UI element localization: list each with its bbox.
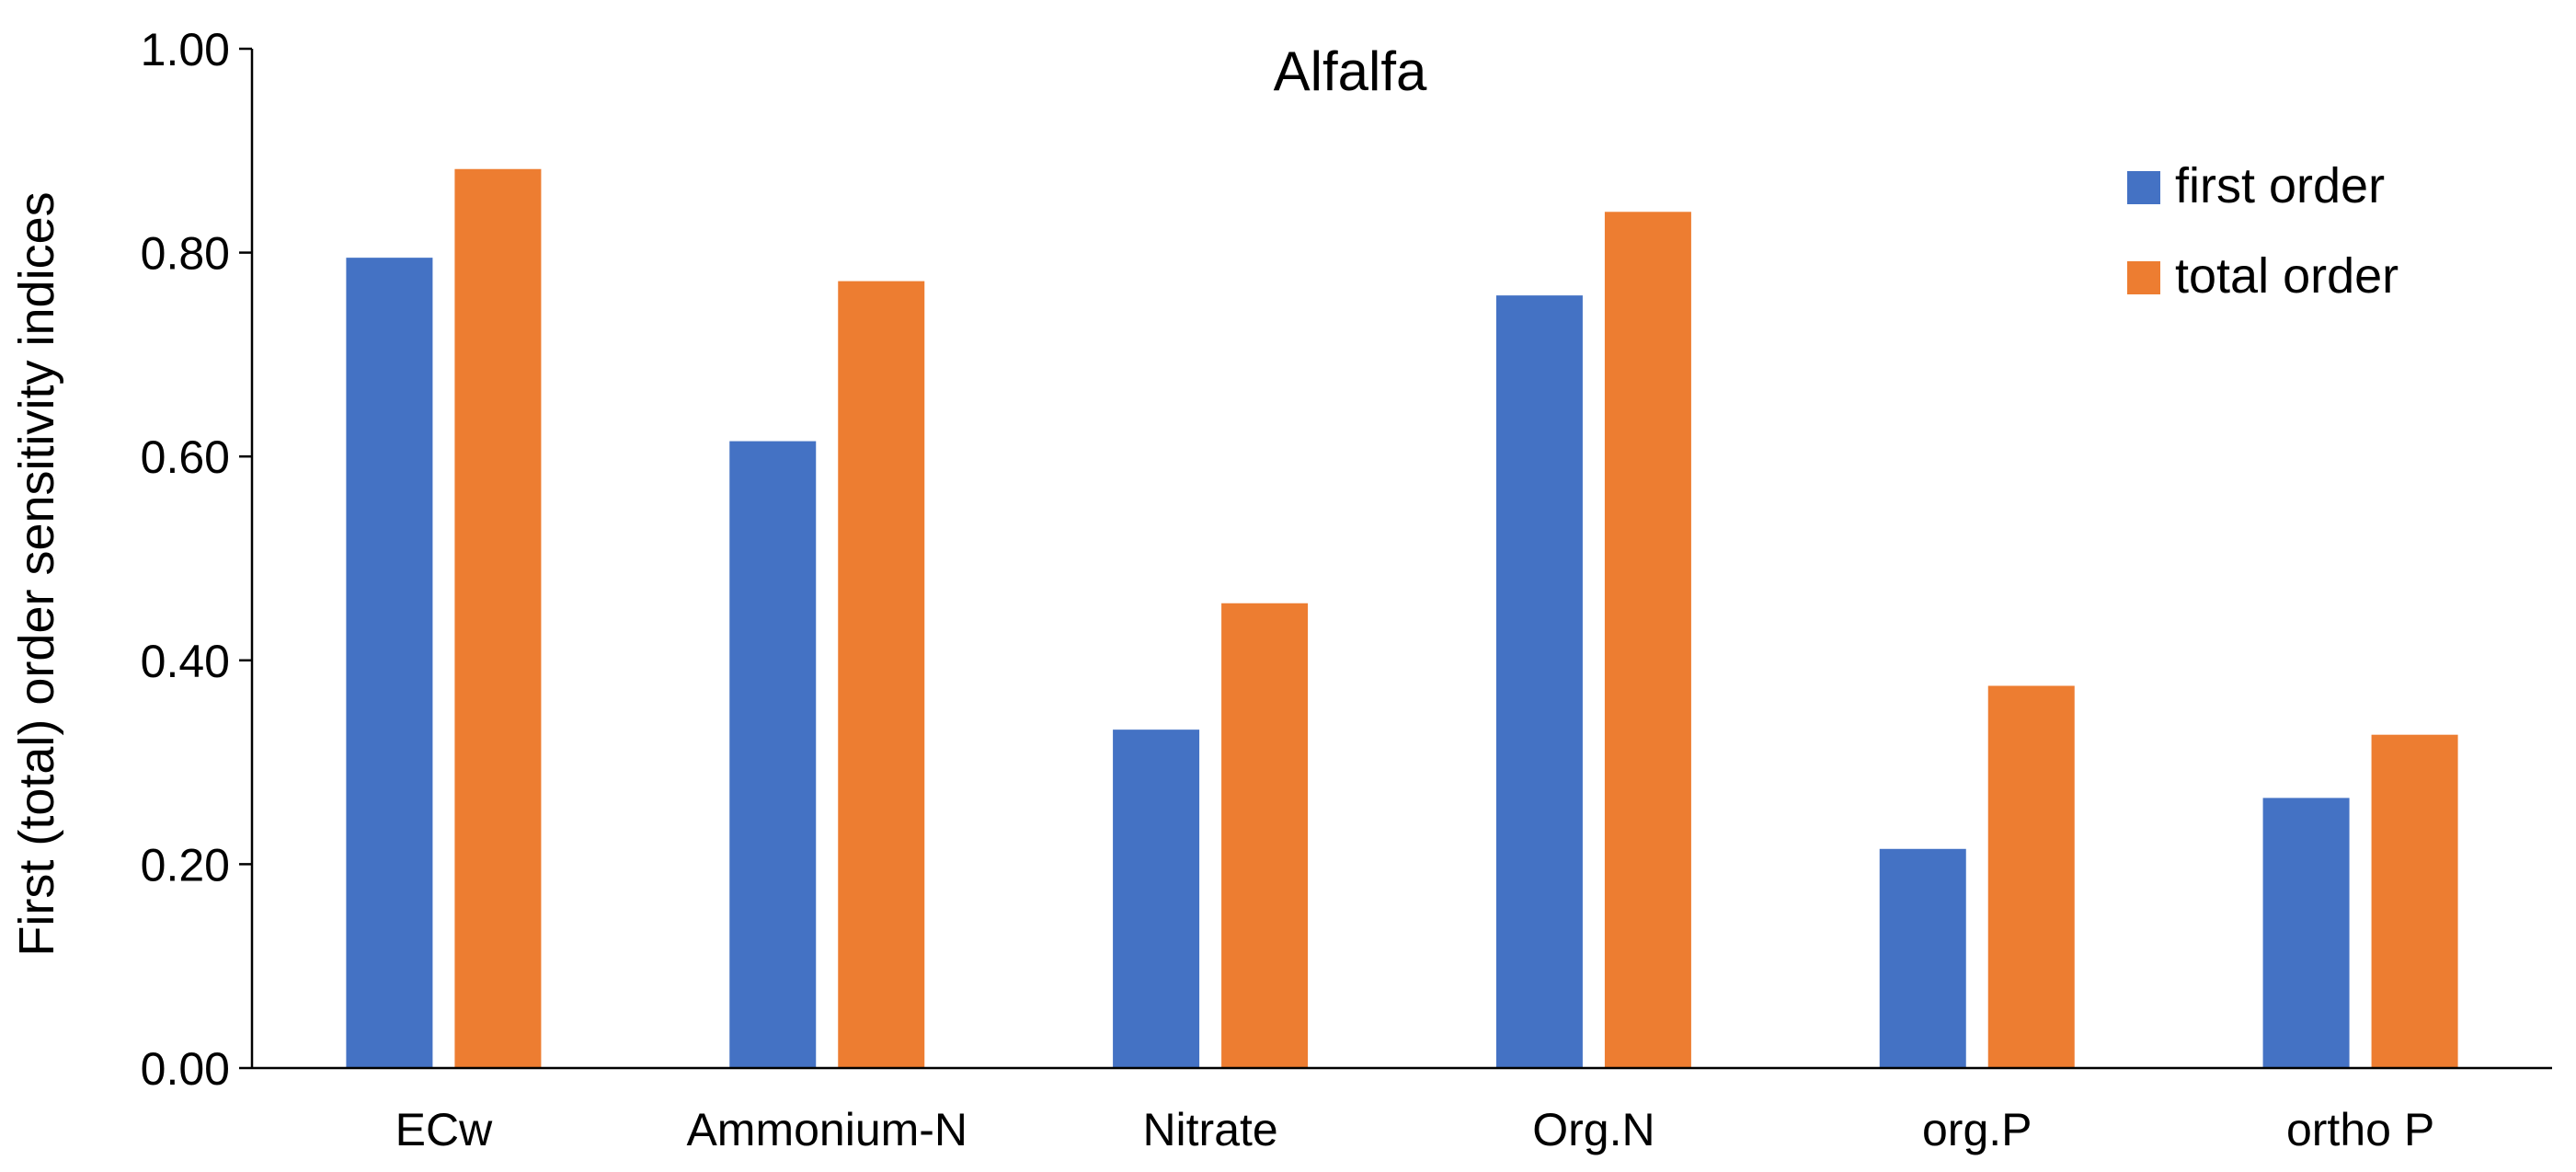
x-tick-label: Org.N <box>1532 1104 1654 1155</box>
bars-group <box>346 168 2458 1069</box>
bar-total-order-1 <box>838 281 925 1068</box>
bar-first-order-2 <box>1113 730 1200 1068</box>
y-axis-ticks: 0.00 0.20 0.40 0.60 0.80 1.00 <box>141 24 252 1095</box>
legend-swatch-0 <box>2127 171 2160 204</box>
x-tick-label: Nitrate <box>1142 1104 1277 1155</box>
bar-total-order-2 <box>1221 603 1309 1068</box>
legend-swatch-1 <box>2127 261 2160 294</box>
x-tick-label: org.P <box>1922 1104 2032 1155</box>
bar-total-order-3 <box>1604 212 1691 1068</box>
bar-total-order-0 <box>454 168 542 1068</box>
x-tick-label: Ammonium-N <box>686 1104 967 1155</box>
y-tick-label: 0.60 <box>141 431 230 483</box>
axes <box>250 49 2552 1070</box>
legend: first order total order <box>2127 158 2399 304</box>
y-tick-label: 0.80 <box>141 228 230 280</box>
x-tick-label: ortho P <box>2286 1104 2434 1155</box>
y-tick-label: 0.20 <box>141 839 230 890</box>
x-tick-label: ECw <box>395 1104 493 1155</box>
bar-total-order-5 <box>2371 734 2458 1068</box>
y-tick-label: 0.40 <box>141 636 230 687</box>
bar-first-order-3 <box>1495 295 1583 1068</box>
bar-first-order-0 <box>346 258 433 1068</box>
chart-title: Alfalfa <box>1274 40 1427 102</box>
x-axis-ticks: ECw Ammonium-N Nitrate Org.N org.P ortho P <box>395 1104 2435 1155</box>
legend-label-0: first order <box>2175 158 2385 213</box>
y-tick-label: 0.00 <box>141 1043 230 1095</box>
bar-first-order-5 <box>2262 798 2350 1068</box>
y-tick-label: 1.00 <box>141 24 230 75</box>
legend-label-1: total order <box>2175 248 2399 304</box>
bar-total-order-4 <box>1987 685 2075 1068</box>
bar-first-order-4 <box>1879 848 1966 1068</box>
bar-first-order-1 <box>729 441 817 1069</box>
y-axis-label: First (total) order sensitivity indices <box>9 191 64 956</box>
